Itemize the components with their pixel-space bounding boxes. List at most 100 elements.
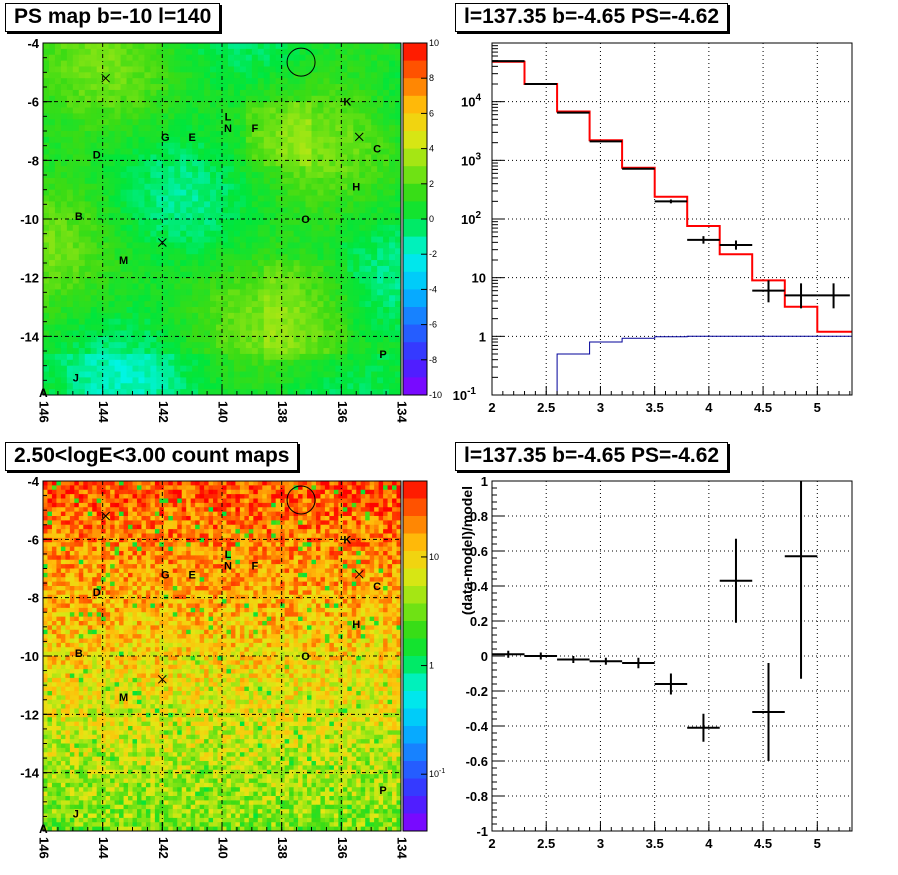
x-tick-label: 5 — [814, 400, 821, 415]
x-tick-label: 140 — [216, 837, 231, 859]
colorbar-band — [403, 43, 427, 62]
colorbar-frame — [402, 480, 428, 832]
source-label: H — [352, 182, 360, 194]
y-tick-exponent: 2 — [475, 210, 481, 221]
colorbar-tick-label: -6 — [429, 320, 437, 330]
colorbar-tick-label: 1 — [429, 661, 434, 671]
x-tick-label: 3 — [597, 400, 604, 415]
source-label: J — [73, 372, 79, 384]
x-tick-label: 144 — [96, 837, 111, 859]
x-tick-label: 140 — [216, 401, 231, 423]
map-grid — [43, 43, 401, 395]
source-cross — [354, 569, 364, 579]
source-label: F — [251, 561, 258, 573]
y-tick-label: 1 — [479, 329, 486, 344]
x-tick-label: 3.5 — [646, 836, 664, 851]
source-label: C — [373, 144, 381, 156]
colorbar-band — [403, 60, 427, 79]
source-label: D — [93, 149, 101, 161]
source-label: M — [119, 692, 128, 704]
colorbar-band — [403, 708, 427, 727]
y-tick-label: -6 — [27, 95, 39, 110]
colorbar-band — [403, 533, 427, 552]
colorbar-band — [403, 813, 427, 832]
colorbar-band — [403, 498, 427, 517]
y-tick-exponent: 4 — [475, 93, 481, 104]
source-cross — [157, 238, 167, 247]
colorbar-band — [403, 183, 427, 202]
source-label: L — [225, 549, 232, 561]
y-tick-label: -8 — [27, 153, 39, 168]
colorbar-tick-label: 2 — [429, 179, 434, 189]
y-tick-label: 0.6 — [470, 544, 488, 559]
source-cross — [101, 511, 111, 521]
x-tick-label: 146 — [37, 837, 52, 859]
ps-map-title: PS map b=-10 l=140 — [5, 3, 221, 32]
y-tick-label: -12 — [20, 707, 39, 722]
corner-label: A — [39, 822, 48, 836]
y-tick-label: -0.2 — [466, 684, 488, 699]
colorbar-band — [403, 691, 427, 709]
colorbar-band — [403, 219, 427, 238]
source-label: F — [251, 123, 258, 135]
spectrum-title: l=137.35 b=-4.65 PS=-4.62 — [455, 3, 729, 32]
x-tick-label: 138 — [275, 401, 290, 423]
y-tick-label: 0 — [481, 649, 488, 664]
x-tick-label: 3 — [597, 836, 604, 851]
x-tick-label: 2.5 — [537, 400, 555, 415]
x-tick-label: 142 — [156, 401, 171, 423]
y-tick-label: -12 — [20, 271, 39, 286]
colorbar-tick-label: 10 — [429, 552, 439, 562]
colorbar-tick-label: 10-1 — [429, 768, 445, 779]
colorbar-band — [403, 324, 427, 343]
y-tick-label: -8 — [27, 591, 39, 606]
x-tick-label: 4 — [705, 836, 713, 851]
colorbar-band — [403, 673, 427, 692]
source-label: B — [75, 648, 83, 660]
count-map-cells — [43, 481, 402, 832]
colorbar-band — [403, 586, 427, 604]
ps-map-cells — [43, 43, 402, 396]
source-label: O — [301, 651, 310, 663]
y-tick-label: -10 — [20, 212, 39, 227]
colorbar-band — [403, 726, 427, 744]
x-tick-label: 142 — [156, 837, 171, 859]
colorbar-band — [403, 166, 427, 185]
colorbar-tick-label: 6 — [429, 108, 434, 118]
source-label: G — [161, 569, 170, 581]
source-label: G — [161, 132, 170, 144]
colorbar-band — [403, 342, 427, 361]
colorbar-tick-exponent: -1 — [439, 768, 445, 775]
map-ticks: 146 144 142 140 138 136 134 -4 -6 -8 -10 -12 -14 A — [20, 36, 409, 423]
map-grid — [43, 481, 401, 831]
colorbar-band — [403, 778, 427, 797]
colorbar-tick-label: -8 — [429, 355, 437, 365]
model-step-line — [492, 60, 852, 333]
colorbar-band — [403, 201, 427, 220]
source-label: H — [352, 619, 360, 631]
map-ticks: 146 144 142 140 138 136 134 -4 -6 -8 -10 -12 -14 A — [20, 474, 409, 859]
y-tick-label: -1 — [476, 824, 488, 839]
y-tick-label: -0.4 — [466, 719, 489, 734]
colorbar-band — [403, 113, 427, 132]
colorbar-band — [403, 95, 427, 114]
colorbar-tick-label: 10 — [429, 38, 439, 48]
x-tick-label: 2.5 — [537, 836, 555, 851]
data-points — [492, 60, 850, 309]
source-label: N — [224, 123, 232, 135]
colorbar-band — [403, 271, 427, 290]
y-tick-exponent: -1 — [467, 386, 476, 397]
source-label: P — [379, 349, 386, 361]
x-tick-label: 136 — [335, 837, 350, 859]
colorbar-band — [403, 568, 427, 587]
y-tick-label: 1 — [481, 474, 488, 489]
x-tick-label: 134 — [395, 401, 410, 423]
x-tick-label: 3.5 — [646, 400, 664, 415]
colorbar-band — [403, 236, 427, 255]
colorbar-band — [403, 481, 427, 499]
colorbar: 10 8 6 4 2 0 -2 -4 -6 -8 -10 — [402, 38, 442, 400]
colorbar-band — [403, 78, 427, 97]
